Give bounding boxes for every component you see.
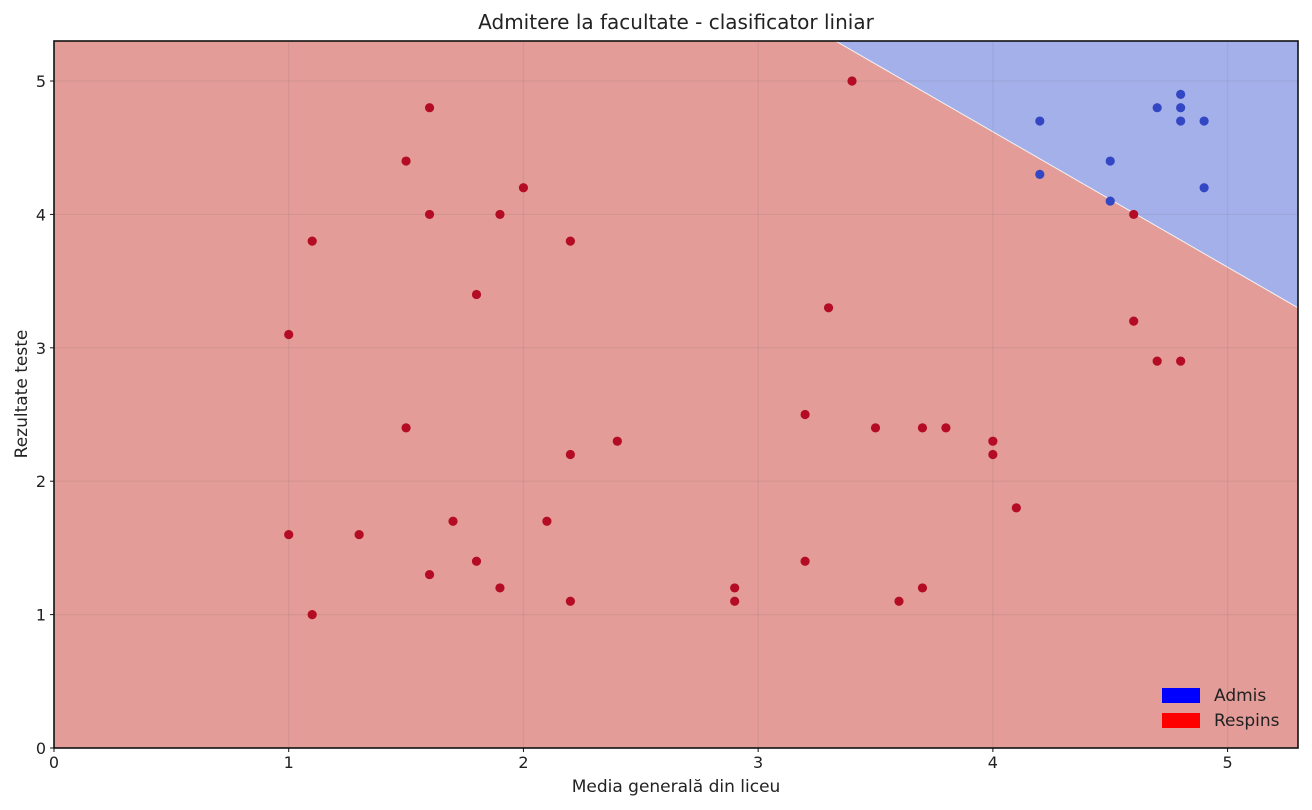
legend-label-admis: Admis [1214, 686, 1266, 706]
legend: Admis Respins [1162, 686, 1280, 731]
point-respins [448, 516, 458, 526]
point-respins [471, 556, 482, 566]
point-respins [471, 289, 482, 300]
point-respins [917, 423, 928, 433]
point-respins [424, 569, 435, 580]
point-admis [1152, 103, 1162, 113]
point-respins [730, 583, 740, 593]
point-respins [1129, 209, 1139, 220]
point-admis [1176, 89, 1186, 99]
point-respins [307, 610, 317, 620]
point-respins [894, 596, 904, 606]
point-respins [565, 449, 575, 460]
y-tick-label: 1 [36, 606, 46, 625]
point-respins [988, 449, 998, 460]
point-respins [284, 529, 294, 540]
legend-swatch-admis [1162, 688, 1200, 703]
x-tick-label: 4 [988, 753, 998, 772]
point-admis [1176, 103, 1186, 113]
point-admis [1176, 116, 1186, 126]
point-admis [1199, 116, 1209, 126]
point-respins [401, 423, 411, 433]
point-respins [424, 103, 435, 113]
x-tick-label: 1 [284, 753, 294, 772]
point-admis [1035, 116, 1045, 126]
point-respins [823, 303, 834, 313]
point-respins [565, 236, 575, 246]
plot-frame [53, 40, 1299, 749]
point-respins [1011, 503, 1021, 513]
point-respins [518, 183, 529, 193]
point-respins [612, 436, 622, 446]
point-respins [800, 409, 810, 420]
point-admis [1105, 156, 1115, 166]
point-respins [917, 583, 928, 593]
x-axis-label: Media generală din liceu [572, 777, 781, 797]
point-admis [1199, 183, 1209, 193]
y-tick-label: 2 [36, 472, 46, 491]
point-respins [424, 209, 435, 220]
decision-regions [54, 40, 1299, 748]
x-tick-label: 2 [518, 753, 528, 772]
y-axis-label: Rezultate teste [12, 330, 32, 459]
point-respins [495, 209, 505, 220]
point-admis [1035, 169, 1045, 179]
x-tick-label: 3 [753, 753, 763, 772]
point-respins [284, 329, 294, 340]
y-tick-label: 5 [36, 72, 46, 91]
point-respins [730, 596, 740, 606]
chart-title: Admitere la facultate - clasificator lin… [478, 10, 874, 34]
point-respins [495, 583, 505, 593]
x-tick-label: 5 [1222, 753, 1232, 772]
point-respins [988, 436, 998, 446]
point-respins [847, 76, 857, 86]
point-admis [1105, 196, 1115, 206]
point-respins [307, 236, 317, 246]
point-respins [941, 423, 951, 433]
point-respins [565, 596, 575, 606]
point-respins [401, 156, 411, 166]
y-tick-label: 0 [36, 739, 46, 758]
point-respins [1176, 356, 1186, 366]
y-tick-label: 3 [36, 339, 46, 358]
point-respins [1152, 356, 1162, 366]
axis-ticks: 0 1 2 3 4 5 0 1 2 3 4 5 [36, 72, 1233, 772]
point-respins [542, 516, 552, 526]
point-respins [1129, 316, 1139, 326]
y-tick-label: 4 [36, 205, 46, 224]
point-respins [800, 556, 810, 566]
legend-swatch-respins [1162, 713, 1200, 728]
decision-boundary-line [835, 40, 1299, 309]
data-points [284, 76, 1209, 620]
point-respins [870, 423, 881, 433]
legend-label-respins: Respins [1214, 711, 1280, 731]
point-respins [354, 529, 364, 540]
x-tick-label: 0 [49, 753, 59, 772]
